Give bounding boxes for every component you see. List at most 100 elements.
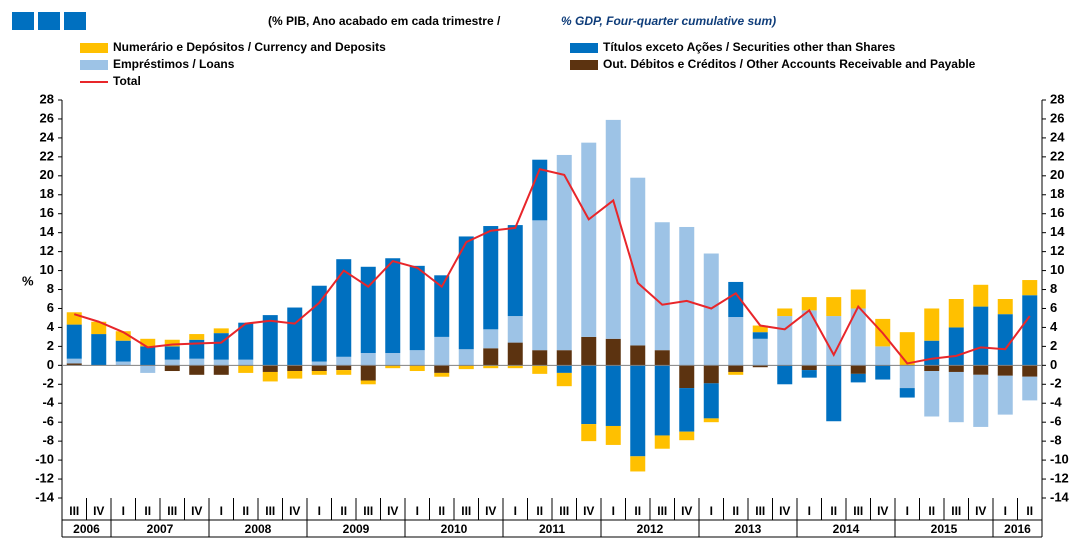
bar-segment [164,359,180,366]
bar-segment [801,365,817,371]
bar-segment [287,371,303,379]
bar-segment [679,226,695,366]
bar-segment [360,353,376,366]
bar-segment [679,388,695,432]
bar-segment [164,346,180,360]
bar-segment [924,365,940,372]
y2-tick-label: 6 [1050,300,1057,315]
bar-segment [728,365,744,372]
y-tick-label: 4 [47,319,55,334]
bar-segment [899,388,915,398]
bar-segment [556,350,572,366]
y2-tick-label: -4 [1050,395,1062,410]
bar-segment [703,418,719,423]
x-tick-label: I [416,504,419,518]
bar-segment [507,365,523,369]
legend-label: Empréstimos / Loans [113,57,235,71]
bar-segment [434,275,450,337]
y-tick-label: 24 [40,129,55,144]
bar-segment [458,236,474,350]
y-tick-label: -2 [42,376,54,391]
y-tick-label: 8 [47,281,54,296]
bar-segment [311,365,327,372]
bar-segment [826,316,842,366]
y2-tick-label: 4 [1050,319,1058,334]
bar-segment [409,365,425,372]
bar-segment [801,370,817,378]
bar-segment [434,365,450,373]
total-line [73,168,1031,365]
bar-segment [654,435,670,449]
bar-segment [605,119,621,339]
bar-segment [238,322,254,360]
bar-segment [360,266,376,354]
x-tick-label: IV [289,504,300,518]
y2-tick-label: 24 [1050,129,1065,144]
bar-segment [262,315,278,366]
bar-segment [581,365,597,425]
bar-segment [189,358,205,366]
bar-segment [385,353,401,366]
bar-segment [409,350,425,366]
x-tick-label: IV [583,504,594,518]
bar-segment [924,340,940,366]
x-tick-label: IV [387,504,398,518]
bar-segment [777,365,793,385]
y2-tick-label: -8 [1050,433,1062,448]
bar-segment [630,177,646,346]
logo-block [64,12,86,30]
bar-segment [654,350,670,366]
y2-tick-label: 28 [1050,91,1064,106]
x-tick-label: II [1026,504,1033,518]
x-tick-label: II [830,504,837,518]
bar-segment [581,336,597,366]
bar-segment [213,359,229,366]
bar-segment [532,159,548,221]
bar-segment [1022,365,1038,377]
y2-tick-label: 16 [1050,205,1064,220]
y2-tick-label: -10 [1050,452,1069,467]
year-label: 2014 [833,522,860,536]
bar-segment [483,329,499,349]
x-tick-label: III [363,504,373,518]
bar-segment [140,365,156,373]
x-tick-label: III [755,504,765,518]
bar-segment [91,334,107,366]
year-label: 2011 [539,522,565,536]
bar-segment [924,371,940,417]
x-tick-label: III [951,504,961,518]
bar-segment [875,365,891,380]
bar-segment [728,317,744,366]
bar-segment [164,365,180,372]
bar-segment [752,325,768,333]
y2-tick-label: 12 [1050,243,1064,258]
bar-segment [213,365,229,375]
x-tick-label: II [634,504,641,518]
bar-segment [483,348,499,366]
y2-tick-label: 10 [1050,262,1064,277]
year-label: 2010 [441,522,468,536]
year-label: 2012 [637,522,664,536]
legend-swatch [80,60,108,70]
bar-segment [336,370,352,375]
bar-segment [997,365,1013,376]
x-tick-label: III [167,504,177,518]
y-tick-label: 18 [40,186,54,201]
bar-segment [532,220,548,351]
y-tick-label: 14 [40,224,55,239]
bar-segment [850,365,866,374]
y-tick-label: -12 [35,470,54,485]
y-tick-label: 26 [40,110,54,125]
bar-segment [115,340,131,362]
bar-segment [777,316,793,366]
year-label: 2016 [1004,522,1031,536]
bar-segment [581,424,597,442]
year-label: 2015 [931,522,958,536]
x-tick-label: I [710,504,713,518]
x-tick-label: II [242,504,249,518]
y-tick-label: -10 [35,452,54,467]
y-tick-label: 28 [40,91,54,106]
bar-segment [336,259,352,357]
bar-segment [458,365,474,370]
y2-tick-label: 18 [1050,186,1064,201]
